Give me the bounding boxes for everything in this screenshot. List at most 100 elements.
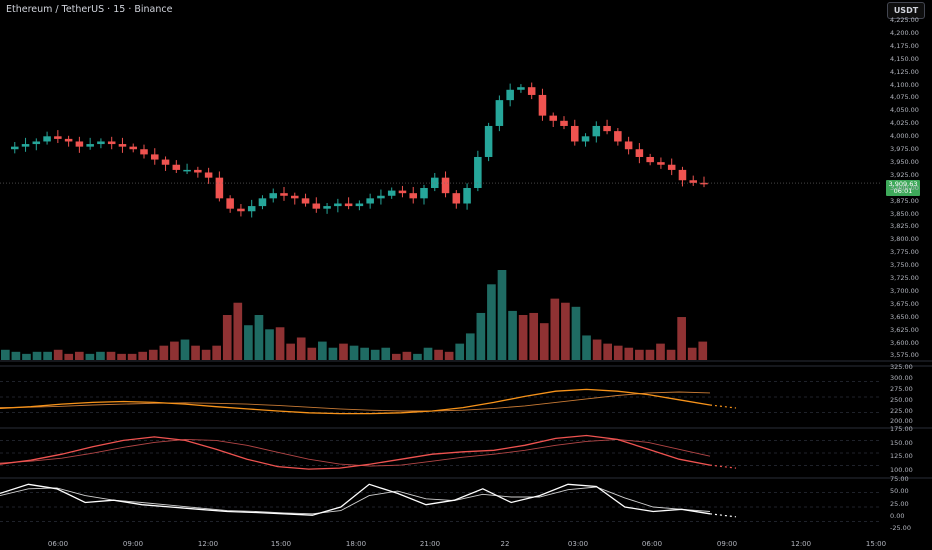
volume-bar bbox=[571, 306, 581, 360]
volume-bar bbox=[497, 270, 507, 360]
price-tick-label: 4,150.00 bbox=[890, 54, 919, 63]
candle-body bbox=[215, 177, 224, 199]
candle-body bbox=[344, 203, 353, 207]
price-tick-label: 3,975.00 bbox=[890, 145, 919, 153]
candle-body bbox=[355, 203, 364, 207]
volume-bar bbox=[180, 339, 190, 360]
candle-body bbox=[75, 141, 84, 147]
candle-body bbox=[323, 206, 331, 209]
volume-bar bbox=[592, 339, 602, 360]
symbol-title[interactable]: Ethereum / TetherUS · 15 · Binance bbox=[6, 4, 173, 15]
volume-bar bbox=[423, 347, 433, 360]
volume-bar bbox=[360, 347, 369, 360]
price-tick-label: 3,900.00 bbox=[890, 183, 919, 192]
oscillator-fast-line bbox=[0, 483, 711, 516]
price-tick-label: 4,125.00 bbox=[890, 67, 919, 76]
oscillator-tick-label: 50.00 bbox=[890, 487, 909, 496]
candle-body bbox=[527, 87, 536, 95]
volume-bar bbox=[476, 312, 486, 360]
candle-body bbox=[387, 190, 396, 196]
candle-body bbox=[237, 208, 245, 212]
volume-bar bbox=[370, 349, 380, 360]
candle-body bbox=[377, 195, 385, 199]
candle-body bbox=[32, 141, 41, 145]
candle-body bbox=[635, 149, 644, 157]
oscillator-panes bbox=[0, 388, 737, 518]
volume-bar bbox=[11, 351, 21, 360]
volume-bar bbox=[635, 349, 644, 360]
time-tick-label: 09:00 bbox=[122, 540, 144, 548]
volume-bar bbox=[645, 349, 655, 360]
volume-bar bbox=[127, 353, 137, 360]
price-tick-label: 4,225.00 bbox=[890, 16, 919, 24]
volume-bar bbox=[233, 302, 243, 360]
candle-body bbox=[107, 141, 116, 145]
price-tick-label: 3,850.00 bbox=[890, 209, 919, 218]
volume-bar bbox=[518, 315, 528, 360]
candle-body bbox=[226, 198, 234, 209]
oscillator-tick-label: 325.00 bbox=[890, 363, 913, 371]
time-tick-label: 22 bbox=[500, 540, 510, 548]
currency-button[interactable]: USDT bbox=[887, 2, 925, 19]
volume-bar bbox=[106, 351, 116, 360]
price-tick-label: 3,675.00 bbox=[890, 299, 919, 308]
oscillator-fast-line bbox=[0, 434, 711, 470]
volume-bar bbox=[603, 343, 612, 360]
volume-bar bbox=[328, 347, 338, 360]
candle-body bbox=[700, 182, 708, 185]
volume-bar bbox=[318, 341, 327, 360]
volume-bar bbox=[74, 351, 84, 360]
candle-body bbox=[140, 149, 148, 155]
volume-bar bbox=[275, 327, 285, 360]
oscillator-projection bbox=[709, 464, 737, 469]
price-tick-label: 4,025.00 bbox=[890, 119, 919, 128]
candle-body bbox=[366, 198, 374, 204]
price-tick-label: 3,725.00 bbox=[890, 274, 919, 282]
candle-body bbox=[247, 206, 256, 212]
candle-body bbox=[657, 162, 665, 165]
candle-body bbox=[64, 138, 73, 142]
candle-body bbox=[420, 188, 428, 199]
volume-bar bbox=[455, 343, 465, 360]
volume-bar bbox=[434, 349, 443, 360]
volume-bar bbox=[307, 347, 317, 360]
volume-bar bbox=[402, 351, 412, 360]
time-tick-label: 09:00 bbox=[716, 540, 738, 548]
time-tick-label: 15:00 bbox=[270, 540, 292, 548]
price-tick-label: 4,000.00 bbox=[890, 132, 919, 141]
candle-body bbox=[463, 188, 471, 204]
volume-bar bbox=[32, 351, 42, 360]
candle-body bbox=[484, 125, 493, 157]
price-tick-label: 3,775.00 bbox=[890, 248, 919, 257]
oscillator-tick-label: -25.00 bbox=[890, 524, 911, 533]
oscillator-tick-label: 25.00 bbox=[890, 499, 909, 508]
volume-bar bbox=[148, 349, 158, 360]
candle-body bbox=[194, 169, 202, 173]
candle-body bbox=[86, 144, 94, 147]
candle-body bbox=[258, 198, 267, 207]
candle-body bbox=[441, 177, 450, 194]
candle-body bbox=[43, 136, 51, 142]
price-tick-label: 3,600.00 bbox=[890, 338, 919, 347]
volume-bar bbox=[677, 317, 686, 360]
time-tick-label: 06:00 bbox=[47, 540, 69, 548]
candle-body bbox=[549, 115, 557, 121]
volume-bar bbox=[201, 349, 211, 360]
candle-body bbox=[517, 87, 525, 90]
volume-bar bbox=[170, 341, 179, 360]
candle-body bbox=[431, 177, 439, 188]
volume-bar bbox=[539, 323, 549, 360]
volume-bar bbox=[582, 335, 591, 360]
oscillator-tick-label: 225.00 bbox=[890, 406, 913, 415]
candle-body bbox=[161, 159, 170, 165]
candle-body bbox=[54, 136, 62, 139]
last-price-tag: 3,909.63 06:01 bbox=[886, 180, 920, 196]
volume-bar bbox=[391, 353, 401, 360]
volume-bar bbox=[508, 310, 517, 360]
oscillator-projection bbox=[709, 404, 737, 409]
price-tick-label: 3,575.00 bbox=[890, 351, 919, 360]
volume-bar bbox=[339, 343, 348, 360]
oscillator-fast-line bbox=[0, 388, 711, 415]
volume-bar bbox=[22, 353, 31, 360]
